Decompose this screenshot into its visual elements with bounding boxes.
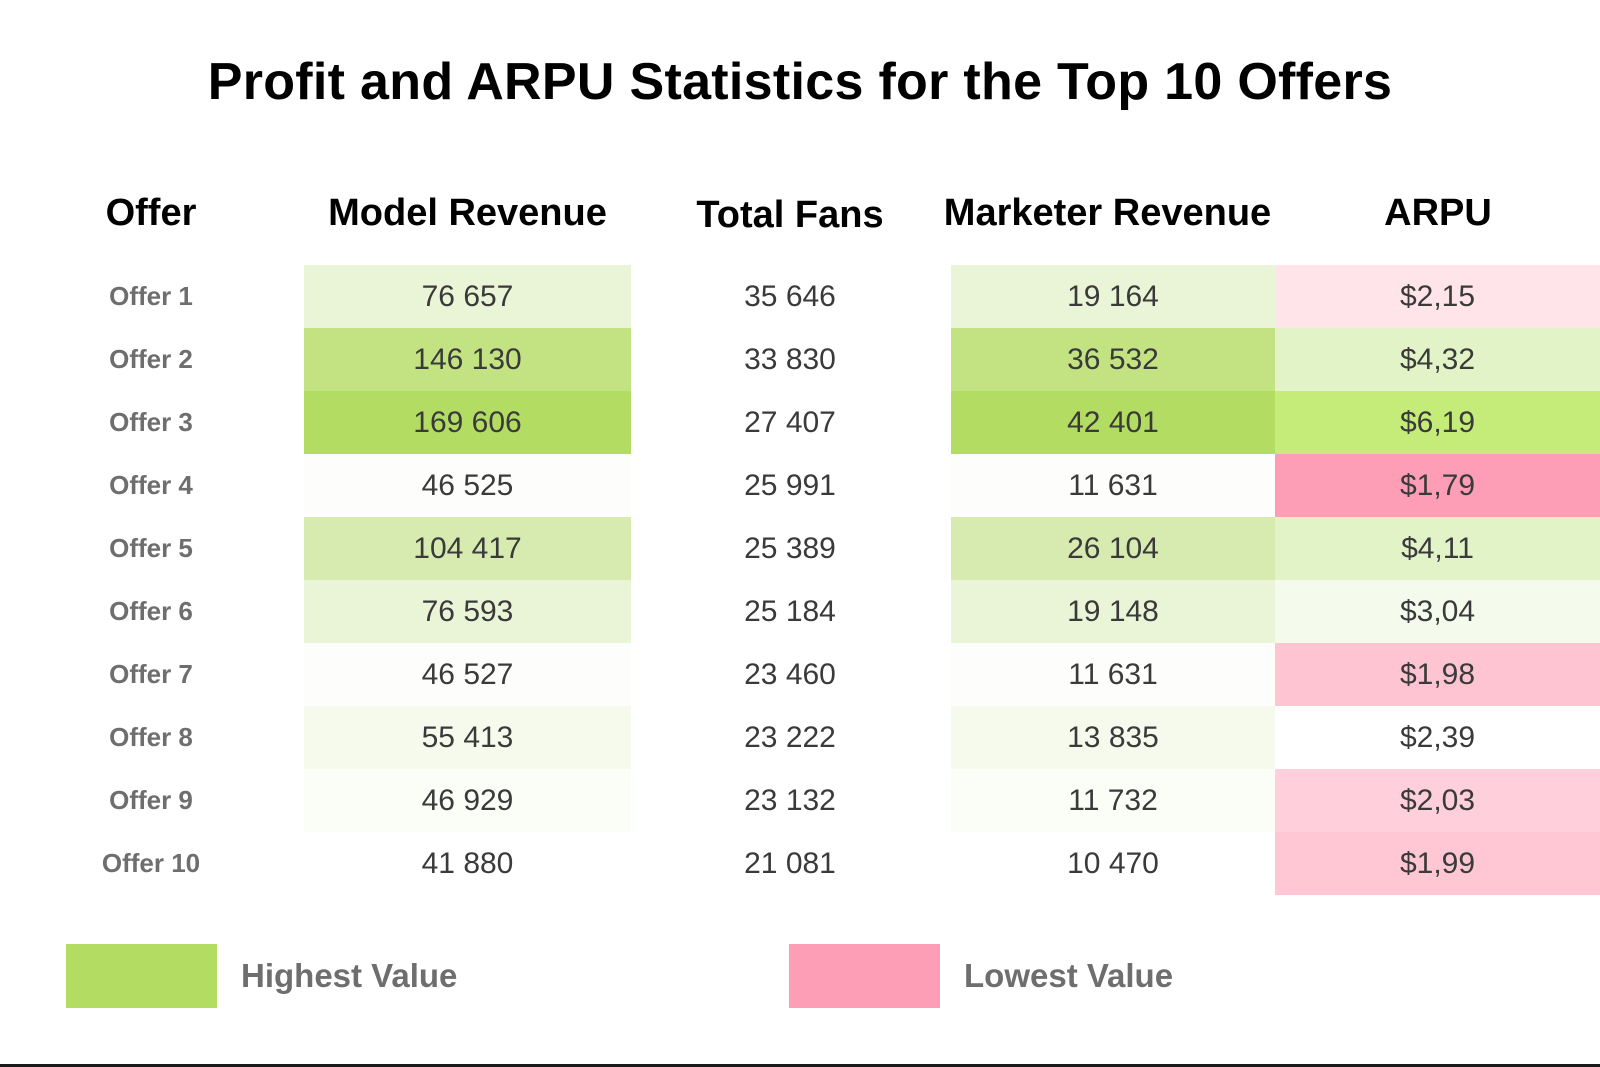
total-fans-cell: 23 460: [744, 658, 836, 691]
offer-label: Offer 1: [109, 281, 193, 311]
legend-lowest-swatch: [789, 944, 940, 1008]
offer-label: Offer 7: [109, 659, 193, 689]
legend-lowest-label: Lowest Value: [964, 957, 1174, 994]
offer-label: Offer 9: [109, 785, 193, 815]
total-fans-cell: 23 222: [744, 721, 836, 754]
arpu-cell: $4,32: [1275, 328, 1600, 391]
column-header-offer: Offer: [105, 192, 197, 234]
total-fans-cell: 25 184: [744, 595, 836, 628]
offer-label: Offer 8: [109, 722, 193, 752]
chart-title: Profit and ARPU Statistics for the Top 1…: [207, 53, 1393, 111]
marketer-revenue-cell: 42 401: [951, 391, 1275, 454]
model-revenue-cell: 46 525: [304, 454, 631, 517]
column-header-total-fans: Total Fans: [696, 194, 884, 236]
marketer-revenue-cell: 26 104: [951, 517, 1275, 580]
arpu-cell: $6,19: [1275, 391, 1600, 454]
model-revenue-cell: 169 606: [304, 391, 631, 454]
arpu-cell: $1,98: [1275, 643, 1600, 706]
offer-label: Offer 2: [109, 344, 193, 374]
marketer-revenue-cell: 11 732: [951, 769, 1275, 832]
arpu-cell: $2,03: [1275, 769, 1600, 832]
arpu-cell: $2,39: [1275, 706, 1600, 769]
offer-label: Offer 5: [109, 533, 193, 563]
legend-highest-swatch: [66, 944, 217, 1008]
bottom-divider: [0, 1064, 1600, 1067]
model-revenue-cell: 76 593: [304, 580, 631, 643]
column-header-arpu: ARPU: [1384, 192, 1492, 234]
column-header-marketer-revenue: Marketer Revenue: [943, 192, 1272, 234]
marketer-revenue-cell: 11 631: [951, 454, 1275, 517]
total-fans-cell: 21 081: [744, 847, 836, 880]
total-fans-cell: 25 991: [744, 469, 836, 502]
legend-highest-label: Highest Value: [241, 957, 458, 994]
marketer-revenue-cell: 19 148: [951, 580, 1275, 643]
marketer-revenue-cell: 13 835: [951, 706, 1275, 769]
model-revenue-cell: 55 413: [304, 706, 631, 769]
marketer-revenue-cell: 10 470: [951, 832, 1275, 895]
offer-label: Offer 3: [109, 407, 193, 437]
total-fans-cell: 33 830: [744, 343, 836, 376]
arpu-cell: $2,15: [1275, 265, 1600, 328]
model-revenue-cell: 46 527: [304, 643, 631, 706]
total-fans-cell: 35 646: [744, 280, 836, 313]
marketer-revenue-cell: 19 164: [951, 265, 1275, 328]
arpu-cell: $4,11: [1275, 517, 1600, 580]
total-fans-cell: 27 407: [744, 406, 836, 439]
model-revenue-cell: 46 929: [304, 769, 631, 832]
marketer-revenue-cell: 11 631: [951, 643, 1275, 706]
offer-label: Offer 10: [101, 848, 201, 878]
column-header-model-revenue: Model Revenue: [328, 192, 607, 234]
model-revenue-cell: 104 417: [304, 517, 631, 580]
arpu-cell: $1,99: [1275, 832, 1600, 895]
model-revenue-cell: 76 657: [304, 265, 631, 328]
model-revenue-cell: 41 880: [304, 832, 631, 895]
model-revenue-cell: 146 130: [304, 328, 631, 391]
total-fans-cell: 23 132: [744, 784, 836, 817]
offer-label: Offer 4: [109, 470, 193, 500]
offer-label: Offer 6: [109, 596, 193, 626]
arpu-cell: $3,04: [1275, 580, 1600, 643]
arpu-cell: $1,79: [1275, 454, 1600, 517]
total-fans-cell: 25 389: [744, 532, 836, 565]
marketer-revenue-cell: 36 532: [951, 328, 1275, 391]
